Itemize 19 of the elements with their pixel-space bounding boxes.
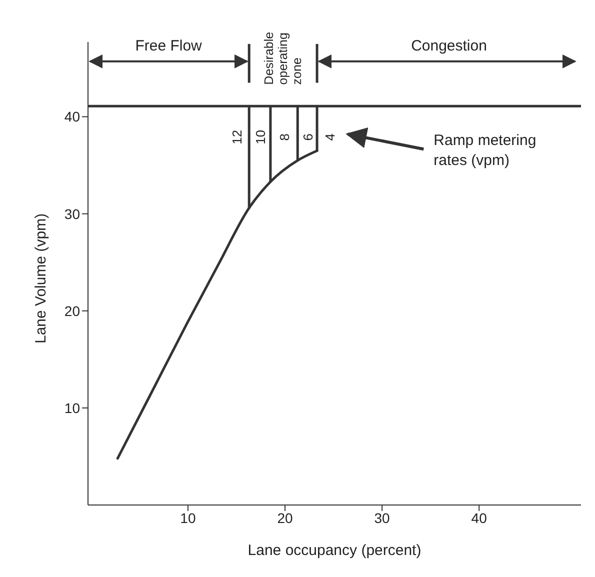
annotation: 12 — [229, 130, 244, 144]
annotation: 10 — [252, 130, 268, 144]
annotation: Desirable operating zone — [262, 32, 304, 85]
y-tick-label: 10 — [64, 400, 80, 416]
y-tick-label: 30 — [64, 206, 80, 222]
x-axis-title: Lane occupancy (percent) — [248, 542, 422, 559]
annotation: Free Flow — [135, 37, 202, 54]
annotation: Congestion — [411, 37, 487, 54]
x-tick-label: 30 — [374, 510, 390, 526]
annotation: 4 — [322, 134, 338, 141]
x-tick-label: 10 — [180, 510, 196, 526]
x-tick-label: 20 — [277, 510, 294, 526]
y-axis-title: Lane Volume (vpm) — [32, 213, 50, 344]
y-tick-label: 40 — [64, 108, 80, 125]
x-tick-label: 40 — [471, 510, 488, 526]
y-tick-label: 20 — [64, 302, 80, 319]
annotation: 8 — [277, 134, 292, 141]
annotation: Ramp metering rates (vpm) — [434, 132, 536, 170]
annotation: 6 — [300, 134, 316, 141]
